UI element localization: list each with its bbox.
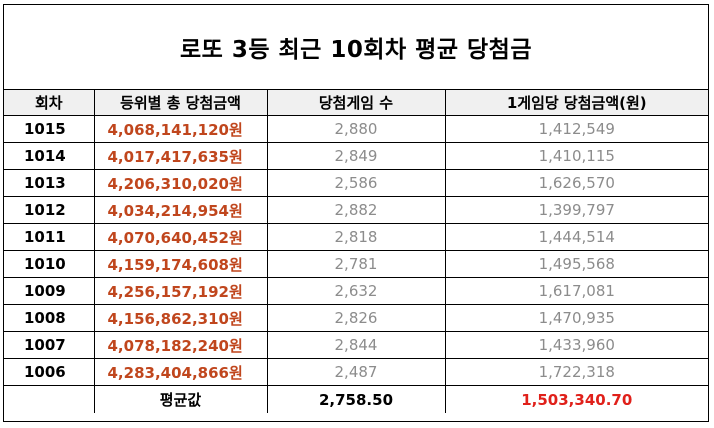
header-per-game-amount: 1게임당 당첨금액(원) xyxy=(444,90,708,116)
average-empty-cell xyxy=(4,385,95,413)
winning-games-cell: 2,781 xyxy=(266,250,446,278)
average-row: 평균값 2,758.50 1,503,340.70 xyxy=(4,385,708,413)
total-amount-cell: 4,017,417,635원 xyxy=(93,142,268,170)
table-row: 1014 4,017,417,635원 2,849 1,410,115 xyxy=(4,142,708,170)
round-cell: 1013 xyxy=(4,169,95,197)
table-row: 1008 4,156,862,310원 2,826 1,470,935 xyxy=(4,304,708,332)
total-amount-cell: 4,070,640,452원 xyxy=(93,223,268,251)
round-cell: 1008 xyxy=(4,304,95,332)
per-game-amount-cell: 1,495,568 xyxy=(444,250,708,278)
table-row: 1013 4,206,310,020원 2,586 1,626,570 xyxy=(4,169,708,197)
winning-games-cell: 2,632 xyxy=(266,277,446,305)
table-row: 1006 4,283,404,866원 2,487 1,722,318 xyxy=(4,358,708,386)
total-amount-cell: 4,256,157,192원 xyxy=(93,277,268,305)
per-game-amount-cell: 1,433,960 xyxy=(444,331,708,359)
table-row: 1011 4,070,640,452원 2,818 1,444,514 xyxy=(4,223,708,251)
round-cell: 1007 xyxy=(4,331,95,359)
round-cell: 1006 xyxy=(4,358,95,386)
header-winning-games: 당첨게임 수 xyxy=(266,90,446,116)
total-amount-cell: 4,156,862,310원 xyxy=(93,304,268,332)
winning-games-cell: 2,880 xyxy=(266,115,446,143)
lotto-table: 회차 등위별 총 당첨금액 당첨게임 수 1게임당 당첨금액(원) 1015 4,… xyxy=(4,90,708,413)
average-label: 평균값 xyxy=(93,385,268,413)
header-round: 회차 xyxy=(4,90,95,116)
table-row: 1007 4,078,182,240원 2,844 1,433,960 xyxy=(4,331,708,359)
winning-games-cell: 2,882 xyxy=(266,196,446,224)
header-total-amount: 등위별 총 당첨금액 xyxy=(93,90,268,116)
title-area: 로또 3등 최근 10회차 평균 당첨금 xyxy=(4,5,708,90)
per-game-amount-cell: 1,444,514 xyxy=(444,223,708,251)
winning-games-cell: 2,818 xyxy=(266,223,446,251)
per-game-amount-cell: 1,470,935 xyxy=(444,304,708,332)
round-cell: 1014 xyxy=(4,142,95,170)
per-game-amount-cell: 1,722,318 xyxy=(444,358,708,386)
total-amount-cell: 4,068,141,120원 xyxy=(93,115,268,143)
header-row: 회차 등위별 총 당첨금액 당첨게임 수 1게임당 당첨금액(원) xyxy=(4,90,708,116)
round-cell: 1010 xyxy=(4,250,95,278)
total-amount-cell: 4,078,182,240원 xyxy=(93,331,268,359)
total-amount-cell: 4,034,214,954원 xyxy=(93,196,268,224)
winning-games-cell: 2,849 xyxy=(266,142,446,170)
per-game-amount-cell: 1,617,081 xyxy=(444,277,708,305)
average-per-game: 1,503,340.70 xyxy=(444,385,708,413)
round-cell: 1012 xyxy=(4,196,95,224)
table-body: 1015 4,068,141,120원 2,880 1,412,549 1014 4,01… xyxy=(4,115,708,386)
lotto-table-frame: 로또 3등 최근 10회차 평균 당첨금 회차 등위별 총 당첨금액 당첨게임 … xyxy=(3,4,709,422)
winning-games-cell: 2,586 xyxy=(266,169,446,197)
per-game-amount-cell: 1,399,797 xyxy=(444,196,708,224)
per-game-amount-cell: 1,412,549 xyxy=(444,115,708,143)
table-row: 1015 4,068,141,120원 2,880 1,412,549 xyxy=(4,115,708,143)
total-amount-cell: 4,159,174,608원 xyxy=(93,250,268,278)
winning-games-cell: 2,487 xyxy=(266,358,446,386)
table-row: 1010 4,159,174,608원 2,781 1,495,568 xyxy=(4,250,708,278)
page-title: 로또 3등 최근 10회차 평균 당첨금 xyxy=(180,37,532,63)
table-row: 1012 4,034,214,954원 2,882 1,399,797 xyxy=(4,196,708,224)
per-game-amount-cell: 1,626,570 xyxy=(444,169,708,197)
table-row: 1009 4,256,157,192원 2,632 1,617,081 xyxy=(4,277,708,305)
average-games: 2,758.50 xyxy=(266,385,446,413)
round-cell: 1015 xyxy=(4,115,95,143)
total-amount-cell: 4,206,310,020원 xyxy=(93,169,268,197)
round-cell: 1009 xyxy=(4,277,95,305)
round-cell: 1011 xyxy=(4,223,95,251)
winning-games-cell: 2,826 xyxy=(266,304,446,332)
total-amount-cell: 4,283,404,866원 xyxy=(93,358,268,386)
per-game-amount-cell: 1,410,115 xyxy=(444,142,708,170)
winning-games-cell: 2,844 xyxy=(266,331,446,359)
